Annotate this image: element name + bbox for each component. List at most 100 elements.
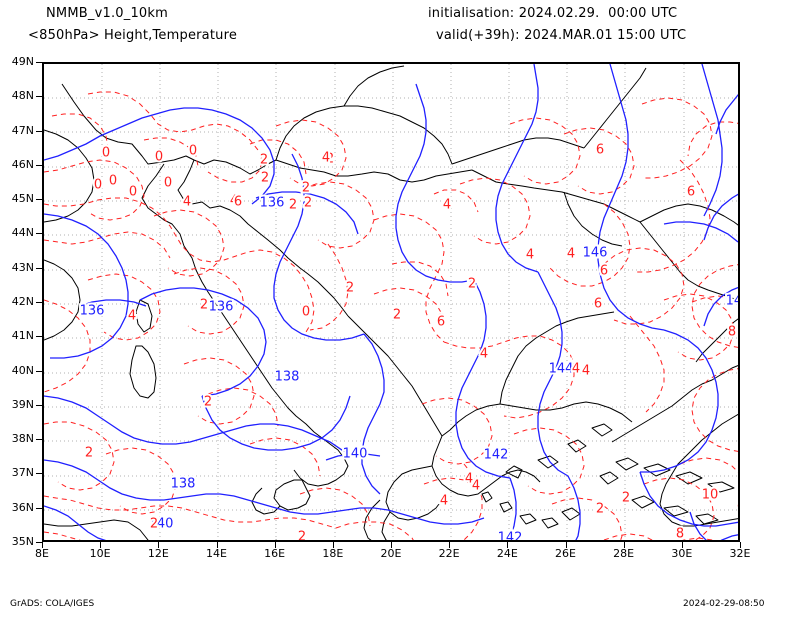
temperature-contour-label: 4 bbox=[322, 151, 330, 166]
height-contour-label: 138 bbox=[275, 370, 300, 385]
temperature-contour-label: 2 bbox=[204, 395, 212, 410]
latitude-tick-mark bbox=[36, 473, 42, 475]
longitude-tick-mark bbox=[507, 542, 509, 548]
temperature-contour-label: 0 bbox=[109, 174, 117, 189]
temperature-contour-label-halo: 2 bbox=[200, 298, 208, 313]
latitude-tick-label: 38N bbox=[11, 432, 34, 446]
longitude-tick-mark bbox=[623, 542, 625, 548]
temperature-contour-label-halo: 4 bbox=[472, 479, 480, 494]
height-contour-label: 136 bbox=[80, 304, 105, 319]
height-contour-label-halo: 142 bbox=[484, 448, 509, 463]
temperature-contour-label: 6 bbox=[234, 195, 242, 210]
latitude-tick-label: 44N bbox=[11, 226, 34, 240]
height-contour-label: 136 bbox=[209, 300, 234, 315]
temperature-contour-label-halo: 2 bbox=[622, 491, 630, 506]
temperature-contour-label: 2 bbox=[596, 502, 604, 517]
temperature-contour-label-halo: 6 bbox=[596, 143, 604, 158]
temperature-contour-label: 4 bbox=[440, 494, 448, 509]
temperature-contour-label: 8 bbox=[728, 325, 736, 340]
height-contour-label: 136 bbox=[260, 196, 285, 211]
latitude-tick-label: 39N bbox=[11, 397, 34, 411]
temperature-contour-label: 4 bbox=[183, 195, 191, 210]
grads-credit-label: GrADS: COLA/IGES bbox=[10, 599, 95, 609]
longitude-tick-mark bbox=[158, 542, 160, 548]
valid-time-label: valid(+39h): 2024.MAR.01 15:00 UTC bbox=[436, 28, 687, 43]
height-contour-label: 146 bbox=[583, 246, 608, 261]
longitude-tick-mark bbox=[740, 542, 741, 548]
latitude-tick-mark bbox=[36, 267, 42, 269]
temperature-contour-label: 8 bbox=[737, 498, 740, 513]
temperature-contour-label-halo: 0 bbox=[129, 185, 137, 200]
latitude-tick-mark bbox=[36, 199, 42, 201]
temperature-contour-label: 0 bbox=[164, 176, 172, 191]
longitude-tick-label: 32E bbox=[729, 547, 751, 560]
height-contour-label-halo: 146 bbox=[583, 246, 608, 261]
longitude-tick-mark bbox=[449, 542, 451, 548]
height-contour-label-halo: 136 bbox=[209, 300, 234, 315]
temperature-contour-label: 4 bbox=[443, 198, 451, 213]
temperature-contour-label-halo: 0 bbox=[109, 174, 117, 189]
temperature-contour-label-halo: 8 bbox=[676, 527, 684, 542]
temperature-contour-label-halo: 6 bbox=[600, 264, 608, 279]
temperature-contour-label: 6 bbox=[600, 264, 608, 279]
height-contour-label: 140 bbox=[343, 447, 368, 462]
temperature-contour-label-halo: 4 bbox=[183, 195, 191, 210]
latitude-tick-mark bbox=[36, 336, 42, 338]
height-contour-label: 142 bbox=[484, 448, 509, 463]
height-contour-label-halo: 138 bbox=[275, 370, 300, 385]
longitude-tick-label: 28E bbox=[613, 547, 635, 560]
latitude-tick-label: 46N bbox=[11, 157, 34, 171]
temperature-contour-label-halo: 2 bbox=[289, 198, 297, 213]
latitude-tick-mark bbox=[36, 62, 42, 63]
temperature-contour-label-halo: 2 bbox=[326, 152, 334, 167]
temperature-contour-label: 6 bbox=[687, 185, 695, 200]
temperature-contour-label: 4 bbox=[582, 364, 590, 379]
temperature-contour-label-halo: 6 bbox=[437, 315, 445, 330]
temperature-contour-label: 4 bbox=[526, 248, 534, 263]
temperature-contour-label-halo: 2 bbox=[298, 530, 306, 543]
longitude-tick-label: 16E bbox=[264, 547, 286, 560]
temperature-contour-label: 2 bbox=[260, 153, 268, 168]
height-contour-label-halo: 136 bbox=[80, 304, 105, 319]
temperature-contour-label: 2 bbox=[468, 277, 476, 292]
temperature-contour-label-halo: 2 bbox=[85, 446, 93, 461]
temperature-contour-label-halo: 2 bbox=[438, 313, 446, 328]
temperature-contour-label: 8 bbox=[676, 527, 684, 542]
latitude-tick-label: 45N bbox=[11, 192, 34, 206]
longitude-tick-mark bbox=[274, 542, 276, 548]
temperature-contour-label-halo: 4 bbox=[582, 364, 590, 379]
temperature-contour-label: 6 bbox=[596, 143, 604, 158]
temperature-contour-label-halo: 4 bbox=[567, 247, 575, 262]
longitude-tick-label: 14E bbox=[206, 547, 227, 560]
temperature-contour-label: 10 bbox=[702, 488, 719, 503]
initialisation-label: initialisation: 2024.02.29. 00:00 UTC bbox=[428, 6, 678, 21]
latitude-tick-label: 37N bbox=[11, 466, 34, 480]
temperature-contour-label-halo: 2 bbox=[346, 281, 354, 296]
temperature-contour-label: 0 bbox=[302, 305, 310, 320]
longitude-tick-label: 26E bbox=[555, 547, 576, 560]
temperature-contour-label-halo: 6 bbox=[687, 185, 695, 200]
temperature-contour-label: 2 bbox=[304, 196, 312, 211]
model-name-label: NMMB_v1.0_10km bbox=[46, 6, 168, 21]
temperature-contour-label: 0 bbox=[155, 150, 163, 165]
temperature-contour-label: 2 bbox=[289, 198, 297, 213]
latitude-tick-mark bbox=[36, 96, 42, 98]
temperature-contour-label: 4 bbox=[128, 309, 136, 324]
temperature-contour-label: 6 bbox=[437, 315, 445, 330]
level-fields-label: <850hPa> Height,Temperature bbox=[28, 28, 238, 43]
temperature-contour-label-halo: 0 bbox=[94, 178, 102, 193]
longitude-tick-label: 30E bbox=[671, 547, 693, 560]
temperature-contour-label: 2 bbox=[261, 171, 269, 186]
temperature-contour-label: 0 bbox=[94, 178, 102, 193]
height-contour-lines bbox=[44, 64, 738, 540]
temperature-contour-label-halo: 6 bbox=[594, 297, 602, 312]
temperature-contour-label: 2 bbox=[622, 491, 630, 506]
longitude-tick-mark bbox=[681, 542, 683, 548]
temperature-contour-label: 0 bbox=[102, 146, 110, 161]
map-plot-area: 136 136 136 136 136 136 138 138 138 138 140 140 140 1… bbox=[42, 62, 740, 542]
temperature-contour-label: 2 bbox=[302, 181, 310, 196]
latitude-tick-mark bbox=[36, 370, 42, 372]
height-contour-label-halo: 142 bbox=[498, 531, 523, 543]
